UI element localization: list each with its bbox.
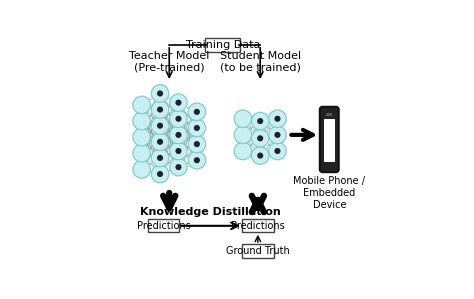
Circle shape <box>257 135 263 141</box>
Circle shape <box>175 164 182 170</box>
FancyBboxPatch shape <box>242 245 273 258</box>
FancyBboxPatch shape <box>242 219 273 233</box>
Circle shape <box>157 106 163 113</box>
Circle shape <box>170 94 187 112</box>
Circle shape <box>251 129 269 147</box>
Text: Predictions: Predictions <box>137 221 191 231</box>
Circle shape <box>234 142 252 160</box>
Circle shape <box>151 85 169 102</box>
Circle shape <box>188 119 206 137</box>
Circle shape <box>151 149 169 167</box>
Text: Teacher Model
(Pre-trained): Teacher Model (Pre-trained) <box>129 51 210 72</box>
Circle shape <box>170 126 187 144</box>
Circle shape <box>194 109 200 115</box>
Circle shape <box>157 123 163 129</box>
Text: Predictions: Predictions <box>231 221 285 231</box>
Circle shape <box>175 100 182 106</box>
Text: Ground Truth: Ground Truth <box>226 246 290 256</box>
Circle shape <box>175 132 182 138</box>
FancyBboxPatch shape <box>148 219 179 233</box>
Circle shape <box>194 157 200 163</box>
Text: Knowledge Distillation: Knowledge Distillation <box>140 207 281 216</box>
Circle shape <box>274 148 281 154</box>
Circle shape <box>170 110 187 127</box>
FancyBboxPatch shape <box>320 107 339 172</box>
Text: Student Model
(to be trained): Student Model (to be trained) <box>219 51 301 72</box>
Circle shape <box>188 103 206 120</box>
Circle shape <box>251 147 269 164</box>
Circle shape <box>151 101 169 118</box>
Circle shape <box>269 126 286 144</box>
Circle shape <box>151 133 169 150</box>
Circle shape <box>269 110 286 127</box>
Circle shape <box>188 152 206 169</box>
Circle shape <box>133 144 150 162</box>
Circle shape <box>274 116 281 122</box>
Circle shape <box>170 142 187 160</box>
FancyBboxPatch shape <box>327 113 332 116</box>
Circle shape <box>257 152 263 159</box>
Circle shape <box>170 158 187 176</box>
FancyBboxPatch shape <box>324 119 335 162</box>
Circle shape <box>157 139 163 145</box>
Circle shape <box>157 171 163 177</box>
Circle shape <box>194 141 200 147</box>
Circle shape <box>188 135 206 153</box>
Circle shape <box>175 148 182 154</box>
Circle shape <box>151 117 169 135</box>
Circle shape <box>151 165 169 183</box>
Circle shape <box>194 125 200 131</box>
Circle shape <box>133 96 150 114</box>
Circle shape <box>133 129 150 146</box>
Circle shape <box>274 132 281 138</box>
Circle shape <box>251 112 269 130</box>
FancyBboxPatch shape <box>205 38 240 51</box>
Text: Mobile Phone /
Embedded
Device: Mobile Phone / Embedded Device <box>293 176 365 210</box>
Circle shape <box>175 116 182 122</box>
Circle shape <box>157 90 163 97</box>
Text: Training Data: Training Data <box>186 40 260 50</box>
Circle shape <box>133 161 150 178</box>
Circle shape <box>257 118 263 124</box>
Circle shape <box>234 126 252 144</box>
Circle shape <box>269 142 286 160</box>
Circle shape <box>157 155 163 161</box>
Circle shape <box>234 110 252 127</box>
Circle shape <box>133 112 150 130</box>
